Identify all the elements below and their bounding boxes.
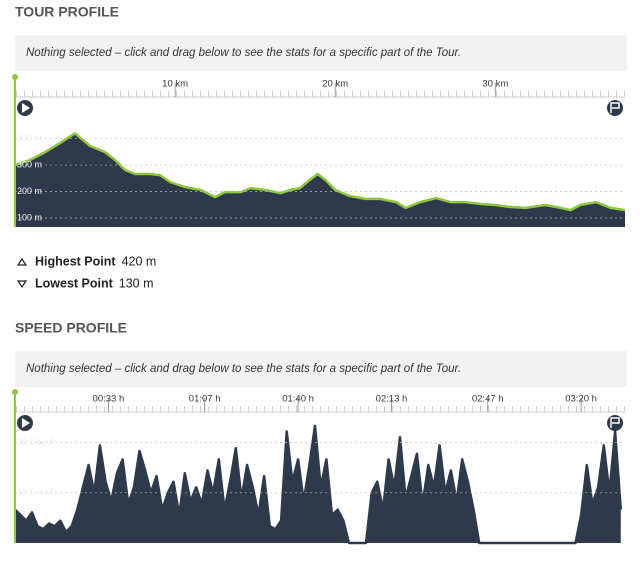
ruler-minor-ticks	[15, 406, 625, 412]
x-tick-label: 20 km	[322, 79, 348, 90]
stat-value: 130 m	[119, 276, 154, 290]
note-box	[15, 35, 627, 71]
note: Nothing selected – click and drag below …	[26, 47, 461, 59]
start-icon-play	[22, 418, 30, 428]
stat-label: Lowest Point	[35, 276, 114, 290]
note: Nothing selected – click and drag below …	[26, 363, 461, 375]
x-tick-label: 02:13 h	[376, 394, 408, 405]
x-tick-label: 03:20 h	[565, 394, 597, 405]
y-tick-label: 36.0 km/h	[17, 437, 57, 447]
x-tick-label: 01:07 h	[189, 394, 221, 405]
y-tick-label: 400 m	[17, 133, 42, 143]
x-tick-label: 10 km	[162, 79, 188, 90]
x-tick-label: 00:33 h	[93, 394, 125, 405]
stat-value: 420 m	[122, 254, 157, 268]
profile-line	[14, 424, 623, 545]
area-fill	[15, 133, 625, 227]
profile-line	[14, 132, 626, 212]
x-tick-label: 01:40 h	[282, 394, 314, 405]
section-title: TOUR PROFILE	[15, 4, 119, 20]
y-tick-label: 18.0 km/h	[17, 487, 57, 497]
stat-icon	[16, 280, 28, 289]
finish-icon-flag	[610, 102, 620, 113]
x-tick-label: 02:47 h	[472, 394, 504, 405]
note-box	[15, 351, 627, 387]
area-fill	[15, 425, 621, 543]
y-tick-label: 100 m	[17, 212, 42, 222]
y-tick-label: 300 m	[17, 159, 42, 169]
section-title: SPEED PROFILE	[15, 320, 127, 336]
start-marker-head	[12, 74, 18, 80]
stat-icon	[16, 257, 28, 266]
x-tick-label: 30 km	[482, 79, 508, 90]
stat-label: Highest Point	[35, 254, 116, 268]
ruler-minor-ticks	[15, 91, 625, 97]
start-marker-head	[12, 389, 18, 395]
y-tick-label: 200 m	[17, 186, 42, 196]
finish-icon-flag	[610, 417, 620, 428]
start-icon-play	[22, 103, 30, 113]
